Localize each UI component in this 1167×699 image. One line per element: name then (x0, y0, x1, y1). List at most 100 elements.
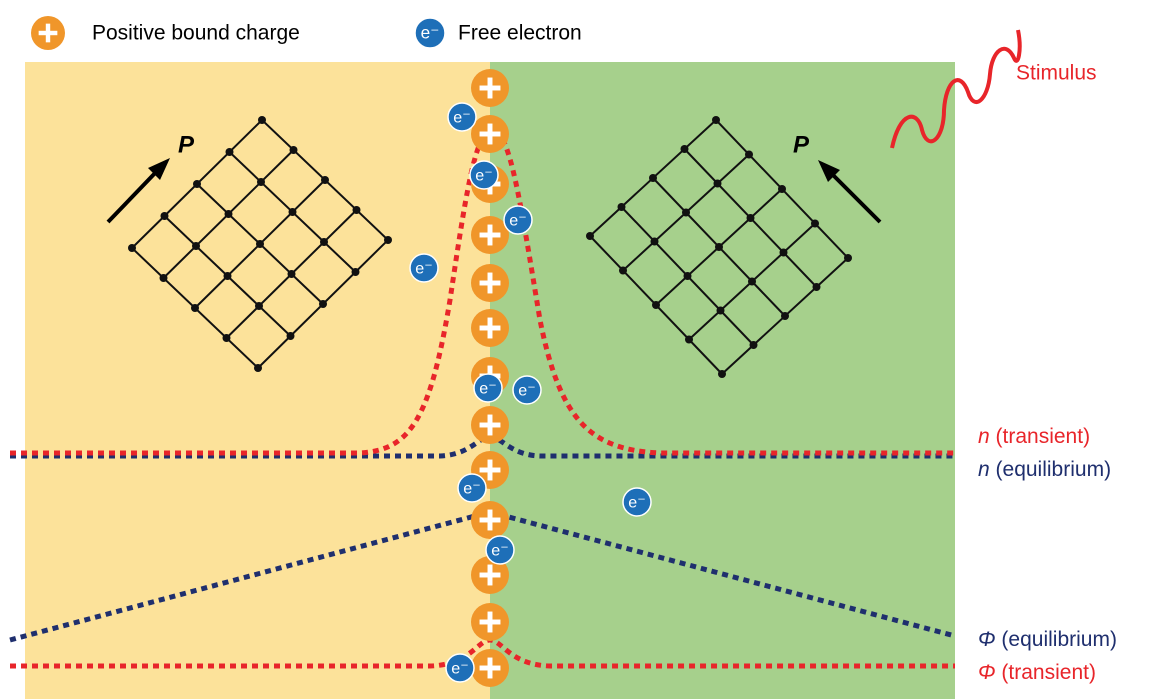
lattice-node (320, 238, 328, 246)
plus-bar (487, 224, 493, 246)
free-electrons: e⁻ e⁻ e⁻ e⁻ e⁻ e⁻ e⁻ e⁻ e⁻ e⁻ (409, 102, 652, 683)
lattice-node (652, 301, 660, 309)
free-electron (457, 473, 487, 503)
lattice-node (384, 236, 392, 244)
curve-label: n (equilibrium) (978, 458, 1111, 481)
lattice-node (286, 332, 295, 340)
lattice-node (223, 272, 232, 280)
free-electron (512, 375, 542, 405)
lattices (128, 116, 852, 378)
curve-label: n (transient) (978, 425, 1090, 448)
lattice-node (844, 254, 852, 262)
lattice-node (319, 300, 327, 308)
free-electron (622, 487, 652, 517)
electron-symbol: e⁻ (479, 379, 496, 397)
lattice-node (159, 274, 168, 282)
plus-bar (487, 564, 493, 586)
lattice-node (321, 176, 329, 184)
curve-qualifier: (transient) (1001, 661, 1096, 684)
lattice-node (716, 306, 725, 315)
stimulus-label: Stimulus (1016, 62, 1097, 85)
legend-electron-icon: e⁻ (414, 17, 446, 49)
curve-qualifier: (equilibrium) (996, 458, 1112, 481)
free-electron (503, 205, 533, 235)
arrow-head (148, 158, 170, 180)
lattice-node (352, 206, 361, 214)
n-transient-curve (10, 127, 955, 456)
free-electron (445, 653, 475, 683)
curve-qualifier: (transient) (996, 425, 1091, 448)
lattice-node (617, 203, 626, 211)
lattice-node (224, 210, 233, 218)
lattice-node (812, 283, 821, 291)
lattice-node (680, 145, 689, 153)
electron-symbol: e⁻ (451, 659, 468, 677)
lattice-node (748, 277, 756, 286)
curve-symbol: Φ (978, 661, 996, 684)
curve-symbol: Φ (978, 628, 996, 651)
free-electron (447, 102, 477, 132)
lattice-node (746, 214, 755, 222)
arrow-head (818, 160, 840, 182)
lattice-node (685, 335, 693, 344)
electron-symbol: e⁻ (415, 259, 432, 277)
plus-bar (487, 317, 493, 339)
electron-symbol: e⁻ (628, 493, 645, 511)
plus-bar (487, 272, 493, 294)
lattice-node (351, 268, 360, 276)
plus-bar (487, 459, 493, 481)
lattice-node (619, 266, 627, 275)
legend-label: Free electron (458, 22, 582, 45)
lattice-node (811, 219, 819, 228)
curve-label: Φ (transient) (978, 661, 1096, 684)
lattice-node (288, 208, 297, 216)
free-electron (409, 253, 439, 283)
lattice-node (650, 237, 659, 246)
lattice-node (712, 116, 720, 124)
curve-qualifier: (equilibrium) (1001, 628, 1117, 651)
lattice-node (256, 240, 264, 248)
plus-bar (487, 414, 493, 436)
lattice-node (128, 244, 136, 252)
lattice-node (683, 272, 692, 280)
lattice-node (160, 212, 169, 220)
legend-label: Positive bound charge (92, 22, 300, 45)
lattice-node (289, 146, 298, 154)
free-electron (414, 17, 446, 49)
lattice-node (255, 302, 263, 310)
arrow (106, 168, 160, 224)
electron-symbol: e⁻ (421, 23, 440, 43)
legend: Positive bound charge e⁻ Free electron (31, 16, 582, 50)
lattice-node (715, 243, 723, 251)
lattice-node (225, 148, 234, 156)
lattice-node (254, 364, 262, 372)
electron-symbol: e⁻ (491, 541, 508, 559)
lattice-node (745, 150, 753, 159)
curve-symbol: n (978, 425, 990, 448)
lattice-node (192, 242, 200, 250)
curve-label: Φ (equilibrium) (978, 628, 1117, 651)
stimulus-wave (890, 29, 1022, 149)
lattice-node (222, 334, 231, 342)
plus-bar (487, 509, 493, 531)
lattice-node (193, 180, 201, 188)
electron-symbol: e⁻ (475, 166, 492, 184)
lattice-node (779, 248, 788, 257)
arrow (828, 170, 882, 224)
plus-bar (487, 77, 493, 99)
curve-symbol: n (978, 458, 990, 481)
lattice-node (257, 178, 265, 186)
lattice-node (191, 304, 199, 312)
lattice-node (718, 370, 726, 378)
free-electron (469, 160, 499, 190)
p-label: P (793, 131, 810, 158)
electron-symbol: e⁻ (518, 381, 535, 399)
plus-bar (487, 611, 493, 633)
lattice-node (287, 270, 296, 278)
lattice-node (258, 116, 266, 124)
left-region (25, 62, 490, 699)
plus-bar (45, 23, 51, 43)
legend-plus-icon (31, 16, 65, 50)
p-label: P (178, 131, 195, 158)
